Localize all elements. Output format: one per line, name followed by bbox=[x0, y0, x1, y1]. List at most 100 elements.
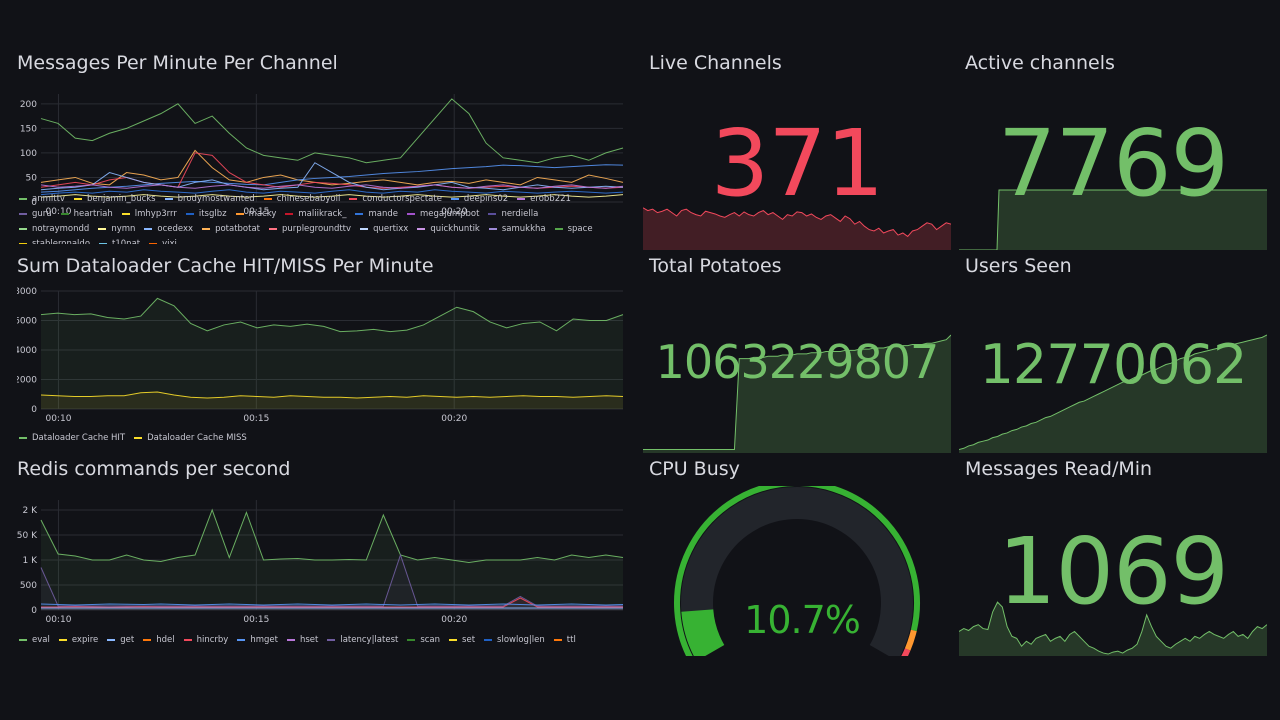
legend-item[interactable]: benjamin_bucks bbox=[73, 192, 156, 207]
legend-swatch bbox=[263, 197, 272, 200]
x-tick-label: 00:10 bbox=[45, 207, 71, 217]
legend-item[interactable]: nerdiella bbox=[488, 207, 538, 222]
panel-title: Active channels bbox=[965, 52, 1115, 74]
legend-item[interactable]: chinesebabyoil bbox=[263, 192, 341, 207]
legend-item[interactable]: Dataloader Cache MISS bbox=[134, 431, 247, 446]
legend-swatch bbox=[285, 212, 294, 215]
legend-swatch bbox=[107, 638, 116, 641]
legend-item[interactable]: Dataloader Cache HIT bbox=[19, 431, 125, 446]
panel-cpu-busy[interactable]: CPU Busy 10.7% bbox=[643, 458, 951, 656]
legend-swatch bbox=[60, 212, 69, 215]
legend-swatch bbox=[134, 436, 143, 439]
legend-item[interactable]: hmget bbox=[237, 633, 278, 648]
legend-item[interactable]: lmhyp3rrr bbox=[121, 207, 177, 222]
legend-label: nerdiella bbox=[501, 209, 539, 219]
series-line bbox=[40, 553, 623, 607]
legend-item[interactable]: space bbox=[554, 222, 593, 237]
legend-item[interactable]: quertixx bbox=[360, 222, 408, 237]
legend-swatch bbox=[19, 638, 27, 641]
legend-swatch bbox=[360, 227, 369, 230]
legend-item[interactable]: hdel bbox=[143, 633, 175, 648]
panel-total-potatoes[interactable]: Total Potatoes 1063229807 bbox=[643, 255, 951, 453]
legend-item[interactable]: itsglbz bbox=[185, 207, 227, 222]
panel-active-channels[interactable]: Active channels 7769 bbox=[959, 52, 1267, 250]
legend-item[interactable]: expire bbox=[58, 633, 98, 648]
legend-item[interactable]: t10nat bbox=[99, 237, 140, 244]
y-tick-label: 150 bbox=[20, 124, 37, 134]
legend-item[interactable]: guru bbox=[19, 207, 52, 222]
legend-item[interactable]: mande bbox=[355, 207, 398, 222]
legend-item[interactable]: scan bbox=[407, 633, 440, 648]
legend-item[interactable]: get bbox=[107, 633, 134, 648]
y-tick-label: 0 bbox=[31, 198, 37, 208]
legend-item[interactable]: conductorspectate bbox=[349, 192, 442, 207]
legend-item[interactable]: slowlog|len bbox=[484, 633, 545, 648]
legend-label: lmhyp3rrr bbox=[134, 209, 177, 219]
legend-label: hincrby bbox=[196, 635, 229, 645]
series-line bbox=[40, 189, 624, 196]
legend-label: maliikrack_ bbox=[298, 209, 347, 219]
panel-live-channels[interactable]: Live Channels 371 bbox=[643, 52, 951, 250]
legend-swatch bbox=[98, 227, 107, 230]
legend-item[interactable]: nymn bbox=[98, 222, 135, 237]
gauge-value bbox=[681, 608, 725, 656]
legend-label: potatbotat bbox=[215, 224, 261, 234]
legend-item[interactable]: heartriah bbox=[60, 207, 113, 222]
legend-item[interactable]: maliikrack_ bbox=[285, 207, 346, 222]
panel-cache-hit-miss[interactable]: Sum Dataloader Cache HIT/MISS Per Minute… bbox=[17, 255, 629, 450]
legend-label: quertixx bbox=[373, 224, 409, 234]
cpu-busy-gauge bbox=[674, 486, 920, 656]
legend-item[interactable]: hset bbox=[286, 633, 318, 648]
legend-label: stableronaldo bbox=[32, 239, 91, 244]
legend-item[interactable]: hincrby bbox=[183, 633, 229, 648]
y-tick-label: 1 K bbox=[23, 556, 39, 566]
legend-label: latency|latest bbox=[340, 635, 399, 645]
y-tick-label: 8000 bbox=[17, 287, 37, 297]
redis-timeseries-chart[interactable]: 0 500 1 K 1.50 K 2 K 00:10 00:15 00:20 bbox=[17, 496, 629, 646]
y-tick-label: 4000 bbox=[17, 346, 37, 356]
legend-label: chinesebabyoil bbox=[276, 194, 341, 204]
total-potatoes-value: 1063229807 bbox=[655, 335, 940, 389]
legend-item[interactable]: vixi bbox=[149, 237, 177, 244]
redis-legend: eval expire get hdel hincrby hmget hset latency… bbox=[19, 633, 619, 649]
legend-label: slowlog|len bbox=[497, 635, 545, 645]
legend-swatch bbox=[488, 212, 497, 215]
live-channels-value: 371 bbox=[710, 110, 885, 217]
legend-item[interactable]: deepins02 bbox=[450, 192, 508, 207]
legend-item[interactable]: macky bbox=[235, 207, 276, 222]
legend-item[interactable]: erobb221 bbox=[517, 192, 571, 207]
legend-item[interactable]: ttl bbox=[553, 633, 576, 648]
legend-item[interactable]: eval bbox=[19, 633, 50, 648]
legend-label: megajumpbot bbox=[419, 209, 480, 219]
panel-messages-read[interactable]: Messages Read/Min 1069 bbox=[959, 458, 1267, 656]
legend-label: scan bbox=[420, 635, 441, 645]
panel-users-seen[interactable]: Users Seen 12770062 bbox=[959, 255, 1267, 453]
series-line bbox=[40, 603, 624, 606]
legend-item[interactable]: megajumpbot bbox=[406, 207, 480, 222]
legend-label: hdel bbox=[156, 635, 175, 645]
legend-swatch bbox=[237, 638, 246, 641]
legend-item[interactable]: brodymostwanted bbox=[164, 192, 255, 207]
legend-swatch bbox=[19, 212, 27, 215]
legend-item[interactable]: potatbotat bbox=[202, 222, 260, 237]
x-tick-label: 00:20 bbox=[441, 207, 467, 217]
legend-item[interactable]: stableronaldo bbox=[19, 237, 90, 244]
panel-messages-per-minute[interactable]: Messages Per Minute Per Channel 0 50 100 15… bbox=[17, 52, 629, 245]
legend-item[interactable]: latency|latest bbox=[327, 633, 398, 648]
panel-redis-commands[interactable]: Redis commands per second 0 500 1 K 1.50 K 2… bbox=[17, 458, 629, 653]
x-tick-label: 00:15 bbox=[243, 414, 269, 424]
legend-swatch bbox=[19, 242, 27, 244]
legend-item[interactable]: samukkha bbox=[488, 222, 546, 237]
legend-item[interactable]: ocedexx bbox=[144, 222, 193, 237]
messages-timeseries-chart[interactable]: 0 50 100 150 200 00:10 00:15 00:20 bbox=[17, 90, 629, 230]
legend-item[interactable]: set bbox=[449, 633, 475, 648]
legend-item[interactable]: purplegroundttv bbox=[269, 222, 351, 237]
legend-label: quickhuntik bbox=[430, 224, 480, 234]
legend-swatch bbox=[19, 227, 27, 230]
legend-item[interactable]: notraymondd bbox=[19, 222, 89, 237]
legend-item[interactable]: quickhuntik bbox=[417, 222, 480, 237]
legend-item[interactable]: anmlttv bbox=[19, 192, 65, 207]
legend-label: samukkha bbox=[501, 224, 546, 234]
legend-label: Dataloader Cache MISS bbox=[147, 433, 247, 443]
